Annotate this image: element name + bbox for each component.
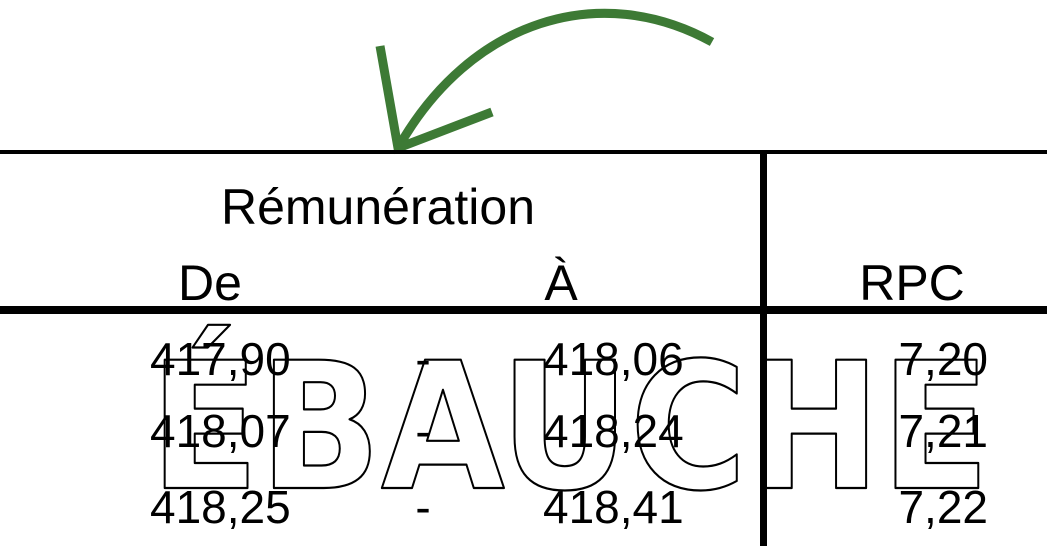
- header-rpc: RPC: [859, 255, 965, 311]
- header-a: À: [544, 255, 578, 311]
- header-de: De: [178, 255, 242, 311]
- cell-from: 417,90: [150, 333, 291, 385]
- cell-from: 418,25: [150, 481, 291, 533]
- cell-to: 418,06: [543, 333, 684, 385]
- cell-to: 418,41: [543, 481, 684, 533]
- header-bottom-border: [0, 306, 1047, 314]
- cell-to: 418,24: [543, 405, 684, 457]
- table-top-border: [0, 150, 1047, 154]
- cell-separator: -: [415, 405, 431, 457]
- watermark-text: ÉBAUCHE: [150, 324, 990, 530]
- cell-from: 418,07: [150, 405, 291, 457]
- header-remuneration: Rémunération: [220, 179, 536, 235]
- cell-separator: -: [415, 481, 431, 533]
- cell-rpc: 7,20: [898, 333, 988, 385]
- cell-separator: -: [415, 333, 431, 385]
- cell-rpc: 7,22: [898, 481, 988, 533]
- cell-rpc: 7,21: [898, 405, 988, 457]
- column-divider: [760, 150, 767, 546]
